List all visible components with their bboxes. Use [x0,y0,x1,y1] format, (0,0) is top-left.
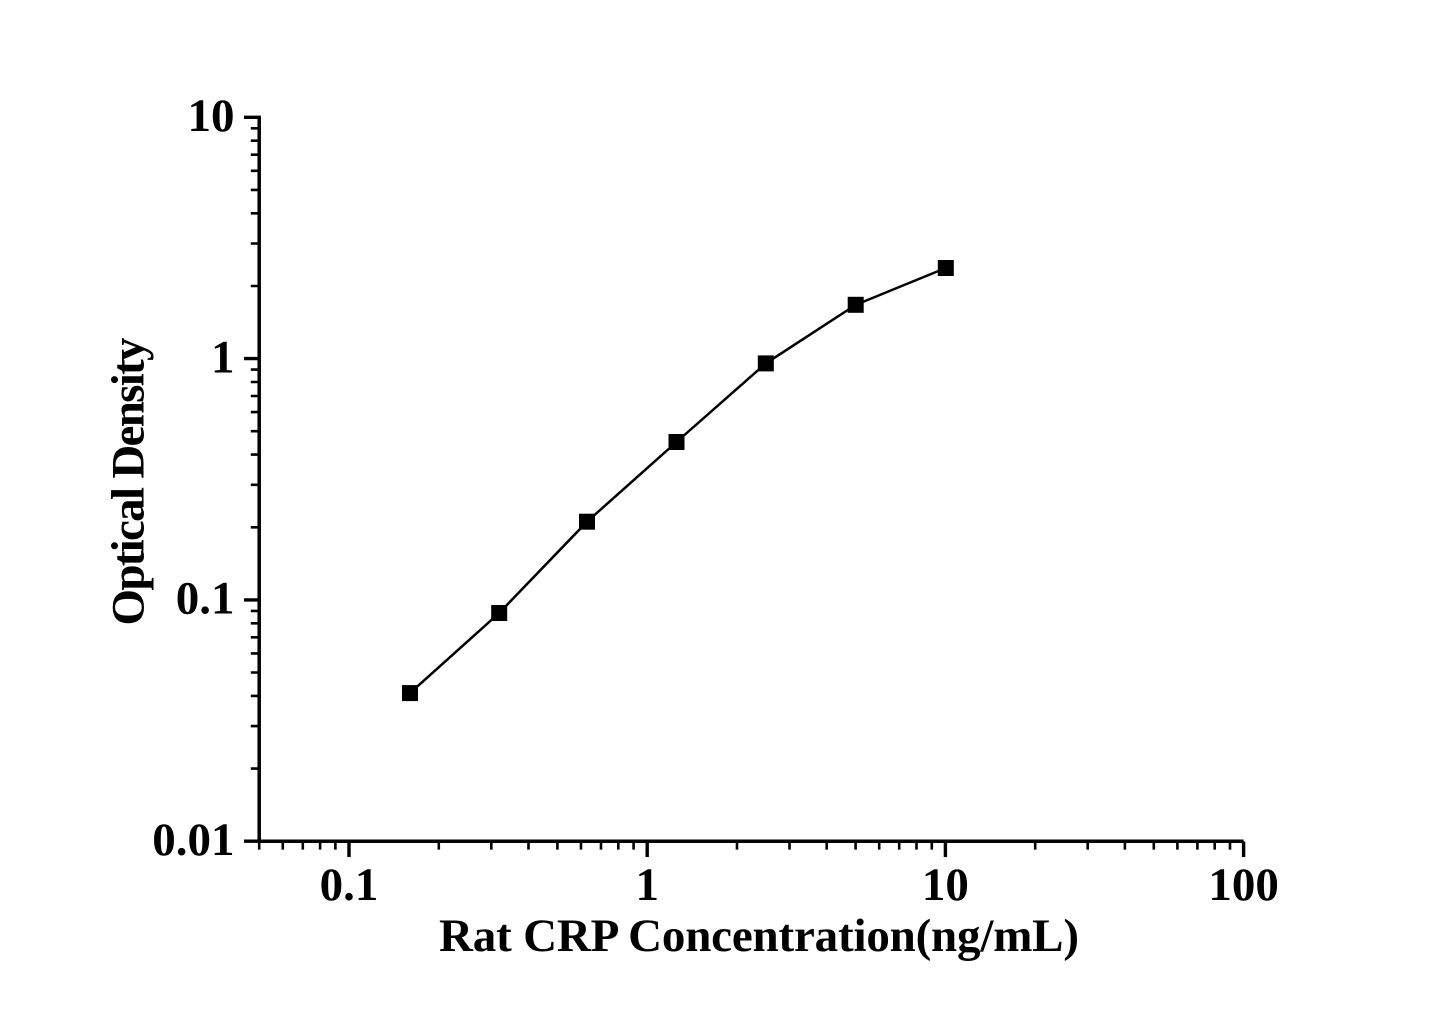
svg-text:10: 10 [922,859,969,911]
svg-text:10: 10 [188,90,235,142]
svg-text:1: 1 [635,859,659,911]
svg-text:1: 1 [211,331,235,383]
svg-text:0.1: 0.1 [176,573,235,625]
svg-text:Optical Density: Optical Density [103,337,155,626]
svg-text:Rat CRP Concentration(ng/mL): Rat CRP Concentration(ng/mL) [439,910,1079,962]
svg-text:0.1: 0.1 [320,859,379,911]
svg-text:0.01: 0.01 [152,814,234,866]
svg-text:100: 100 [1208,859,1279,911]
